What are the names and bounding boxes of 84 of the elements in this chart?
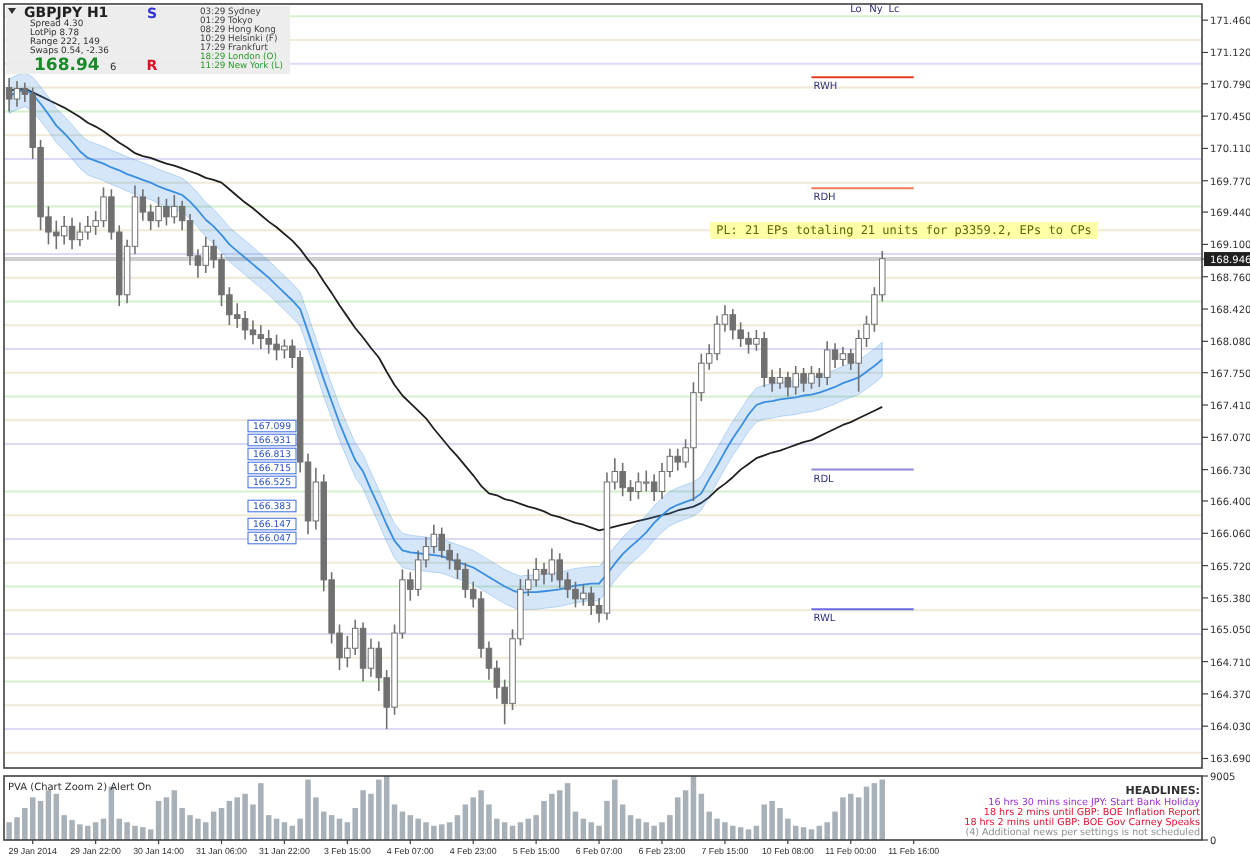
candlestick bbox=[556, 552, 563, 590]
candlestick bbox=[68, 217, 76, 250]
bar bbox=[730, 825, 736, 840]
candlestick bbox=[273, 333, 280, 362]
bar bbox=[376, 779, 382, 840]
bar bbox=[69, 820, 75, 840]
candlestick bbox=[5, 77, 13, 113]
candlestick bbox=[792, 365, 799, 396]
bar bbox=[722, 822, 728, 840]
bar bbox=[85, 825, 91, 840]
candlestick bbox=[548, 547, 556, 583]
bar bbox=[549, 793, 555, 840]
candlestick bbox=[800, 367, 807, 393]
bar bbox=[124, 822, 130, 840]
annotation: 168.94 bbox=[34, 56, 100, 76]
candlestick bbox=[658, 462, 666, 500]
candlestick bbox=[84, 215, 92, 241]
candlestick bbox=[76, 221, 84, 248]
bar bbox=[848, 793, 854, 840]
candlestick bbox=[13, 80, 21, 108]
bar bbox=[659, 822, 665, 840]
bar bbox=[242, 793, 248, 840]
bar bbox=[195, 818, 201, 840]
candlestick bbox=[619, 462, 626, 498]
candlestick bbox=[643, 469, 650, 493]
bar bbox=[360, 790, 366, 840]
candlestick bbox=[249, 319, 257, 345]
candlestick bbox=[171, 194, 178, 225]
candlestick bbox=[572, 580, 579, 609]
candlestick bbox=[729, 308, 737, 341]
bar bbox=[234, 797, 240, 840]
candlestick bbox=[784, 370, 792, 398]
bar bbox=[879, 779, 885, 840]
bar bbox=[423, 822, 429, 840]
candlestick bbox=[532, 557, 540, 588]
candlestick bbox=[540, 561, 548, 586]
bar bbox=[769, 800, 775, 840]
candlestick bbox=[776, 367, 784, 390]
bar bbox=[415, 818, 421, 840]
candlestick bbox=[627, 479, 634, 502]
bar bbox=[140, 827, 146, 840]
bar bbox=[258, 783, 264, 840]
bar bbox=[470, 797, 476, 840]
candlestick bbox=[635, 471, 642, 500]
candlestick bbox=[202, 236, 210, 274]
candlestick bbox=[100, 186, 107, 229]
bar bbox=[588, 822, 594, 840]
bar bbox=[132, 825, 138, 840]
candlestick bbox=[761, 331, 768, 388]
candlestick bbox=[745, 331, 752, 355]
candlestick bbox=[53, 219, 60, 250]
candlestick bbox=[155, 196, 162, 229]
candlestick bbox=[438, 526, 445, 559]
candlestick bbox=[265, 329, 272, 355]
bar bbox=[777, 808, 783, 840]
candlestick bbox=[163, 198, 170, 227]
candlestick bbox=[650, 473, 658, 502]
candlestick bbox=[674, 447, 681, 472]
candlestick bbox=[257, 324, 265, 350]
candlestick bbox=[808, 365, 815, 390]
bar bbox=[305, 779, 311, 840]
bar bbox=[612, 779, 618, 840]
bar bbox=[651, 825, 657, 840]
candlestick bbox=[60, 215, 68, 246]
bar bbox=[77, 824, 83, 840]
candlestick bbox=[580, 583, 587, 607]
candlestick bbox=[839, 346, 847, 367]
bar bbox=[840, 797, 846, 840]
candlestick bbox=[281, 338, 288, 360]
bar bbox=[431, 825, 437, 840]
candlestick bbox=[462, 561, 469, 599]
candlestick bbox=[713, 314, 721, 362]
candlestick bbox=[241, 310, 249, 341]
bar bbox=[187, 815, 193, 840]
candlestick bbox=[218, 253, 225, 307]
bar bbox=[714, 818, 720, 840]
candlestick bbox=[186, 213, 194, 267]
candlestick bbox=[359, 621, 367, 683]
candlestick bbox=[823, 340, 831, 386]
candlestick bbox=[587, 585, 595, 616]
bar bbox=[6, 822, 12, 840]
candlestick bbox=[855, 329, 862, 393]
bar bbox=[478, 790, 484, 840]
bar bbox=[541, 800, 547, 840]
